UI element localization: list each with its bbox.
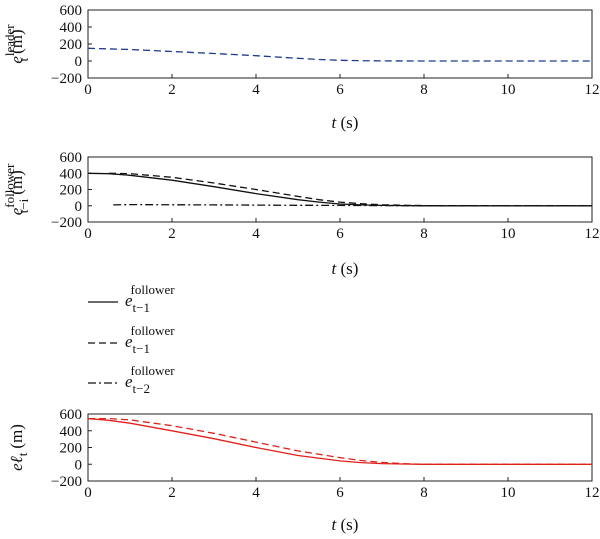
y-axis-label: eℓt(m): [7, 424, 30, 471]
x-tick-label: 8: [420, 82, 428, 98]
x-tick-label: 2: [168, 485, 176, 501]
y-tick-label: 400: [60, 20, 83, 36]
x-tick-label: 4: [252, 82, 260, 98]
y-axis-label: eleadert(m): [2, 24, 31, 64]
x-tick-label: 10: [501, 485, 516, 501]
series-line-3: [113, 203, 592, 207]
x-tick-label: 6: [336, 226, 344, 242]
legend: et−1follower et−1follower et−2follower: [88, 282, 175, 396]
x-axis-label: t (s): [332, 259, 359, 278]
y-tick-label: −200: [51, 71, 82, 87]
y-tick-label: 600: [60, 407, 83, 423]
plot-frame: [87, 9, 593, 79]
x-tick-label: 6: [336, 485, 344, 501]
series-line-1: [87, 172, 592, 207]
y-tick-label: −200: [51, 215, 82, 231]
legend-label-1: et−1follower: [125, 282, 175, 315]
legend-label-2: et−1follower: [125, 323, 175, 356]
x-tick-label: 10: [501, 226, 516, 242]
y-tick-label: 0: [75, 199, 83, 215]
x-tick-label: 0: [84, 485, 92, 501]
y-tick-label: 0: [75, 54, 83, 70]
x-tick-label: 4: [252, 485, 260, 501]
y-tick-label: 400: [60, 166, 83, 182]
x-tick-label: 4: [252, 226, 260, 242]
x-tick-label: 8: [420, 485, 428, 501]
y-axis-label: efollowert−i(m): [2, 163, 31, 215]
series-line-2: [108, 172, 592, 207]
x-tick-label: 0: [84, 226, 92, 242]
x-axis-label: t (s): [332, 113, 359, 132]
plot-frame: [87, 413, 593, 482]
x-axis-label: t (s): [332, 515, 359, 534]
series-line-1: [87, 47, 592, 62]
x-tick-label: 12: [585, 82, 600, 98]
x-tick-label: 0: [84, 82, 92, 98]
x-tick-label: 2: [168, 226, 176, 242]
y-tick-label: 400: [60, 424, 83, 440]
x-tick-label: 12: [585, 226, 600, 242]
x-tick-label: 6: [336, 82, 344, 98]
series-line-2: [88, 417, 592, 465]
x-tick-label: 12: [585, 485, 600, 501]
y-tick-label: 600: [60, 150, 83, 166]
x-tick-label: 10: [501, 82, 516, 98]
x-tick-label: 2: [168, 82, 176, 98]
y-tick-label: 200: [60, 183, 83, 199]
plot-frame: [87, 156, 593, 223]
y-tick-label: 600: [60, 3, 83, 19]
x-tick-label: 8: [420, 226, 428, 242]
y-tick-label: 0: [75, 457, 83, 473]
y-tick-label: −200: [51, 474, 82, 490]
y-tick-label: 200: [60, 37, 83, 53]
legend-label-3: et−2follower: [125, 363, 175, 396]
y-tick-label: 200: [60, 441, 83, 457]
